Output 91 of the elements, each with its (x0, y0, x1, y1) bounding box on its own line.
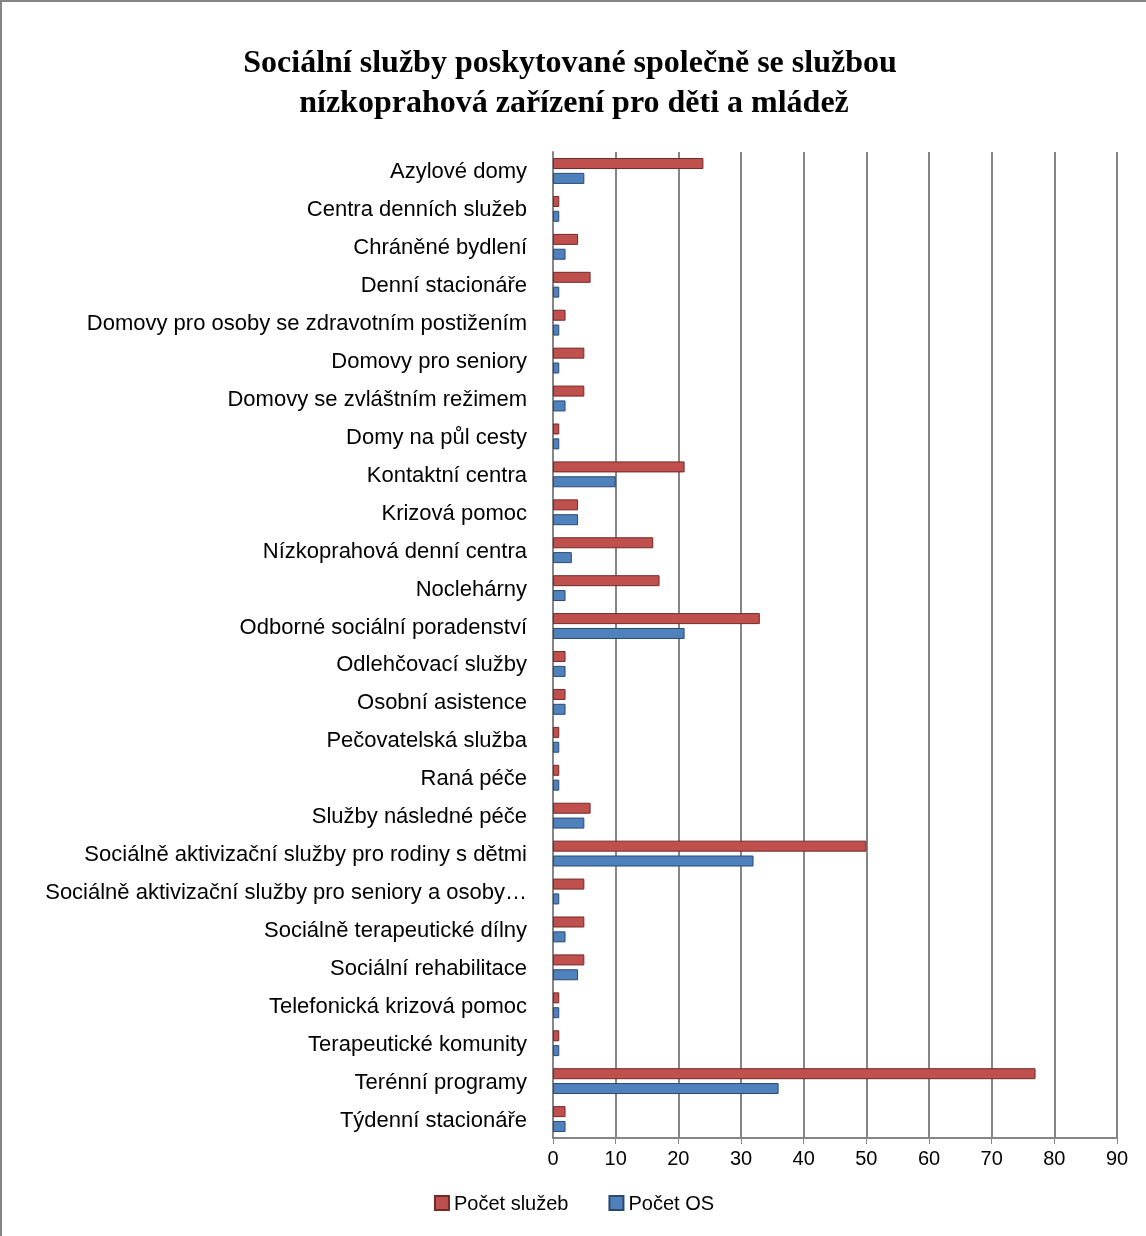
y-tick-label: Chráněné bydlení (353, 234, 527, 260)
bar (553, 916, 585, 928)
x-tick-label: 0 (547, 1147, 559, 1169)
y-tick-label: Denní stacionáře (360, 272, 527, 298)
bar (553, 817, 585, 829)
y-tick-label: Domy na půl cesty (346, 423, 527, 449)
y-tick-label: Osobní asistence (357, 689, 527, 715)
bar (553, 703, 566, 715)
y-tick-label: Centra denních služeb (306, 196, 527, 222)
bar (553, 347, 585, 359)
bar (553, 476, 616, 488)
bar (553, 1106, 566, 1118)
bar (553, 651, 566, 663)
bar (553, 779, 560, 791)
y-tick-label: Kontaktní centra (366, 461, 528, 487)
x-tick-label: 30 (729, 1147, 753, 1169)
bar (553, 537, 654, 549)
y-tick-label: Odlehčovací služby (336, 651, 527, 677)
bar (553, 969, 579, 981)
bar (553, 741, 560, 753)
bar (553, 590, 566, 602)
bar (553, 210, 560, 222)
y-tick-label: Terénní programy (354, 1068, 527, 1094)
bar (553, 461, 685, 473)
y-tick-label: Azylové domy (390, 158, 527, 184)
legend-label: Počet OS (628, 1192, 715, 1214)
y-tick-label: Sociálně aktivizační služby pro rodiny s dětmi (84, 841, 527, 867)
bar (553, 286, 560, 298)
bar (553, 385, 585, 397)
bar (553, 764, 560, 776)
bar (553, 1007, 560, 1019)
bar (553, 438, 560, 450)
x-tick-label: 40 (792, 1147, 815, 1169)
y-tick-label: Týdenní stacionáře (339, 1106, 527, 1132)
y-tick-label: Nízkoprahová denní centra (262, 537, 528, 563)
y-tick-label: Služby následné péče (311, 803, 527, 829)
bar (553, 802, 591, 814)
y-tick-label: Sociálně terapeutické dílny (264, 916, 527, 942)
bar (553, 400, 566, 412)
x-tick-label: 90 (1105, 1147, 1129, 1169)
bar (553, 1030, 560, 1042)
y-tick-label: Noclehárny (415, 575, 527, 601)
bar (553, 1068, 1036, 1080)
x-tick-label: 10 (604, 1147, 627, 1169)
legend-label: Počet služeb (453, 1192, 569, 1214)
bar (553, 855, 754, 867)
bar (553, 954, 585, 966)
bar (553, 1083, 779, 1095)
bar (553, 726, 560, 738)
x-tick-label: 50 (855, 1147, 878, 1169)
bar (553, 195, 560, 207)
y-tick-label: Domovy se zvláštním režimem (227, 386, 527, 411)
y-tick-label: Domovy pro seniory (331, 348, 527, 374)
y-tick-label: Krizová pomoc (381, 499, 527, 525)
chart-title: Sociální služby poskytované společně se službou nízkoprahová zařízení pro děti a mládež (243, 43, 905, 119)
bar (553, 1045, 560, 1057)
bar (553, 172, 585, 184)
y-tick-label: Terapeutické komunity (308, 1030, 527, 1056)
bar (553, 931, 566, 943)
y-tick-label: Raná péče (420, 765, 527, 791)
bar (553, 248, 566, 260)
x-tick-label: 80 (1043, 1147, 1066, 1169)
x-tick-label: 20 (667, 1147, 690, 1169)
y-tick-label: Sociální rehabilitace (330, 954, 527, 980)
bar (553, 271, 591, 283)
bar (553, 627, 685, 639)
bar (553, 575, 660, 587)
y-tick-label: Telefonická krizová pomoc (268, 992, 527, 1018)
y-tick-label: Domovy pro osoby se zdravotním postižením (86, 310, 527, 336)
bar (553, 992, 560, 1004)
bar (553, 688, 566, 700)
x-tick-label: 70 (980, 1147, 1003, 1169)
bar (553, 1120, 566, 1132)
bar (553, 613, 760, 625)
bar (553, 552, 572, 564)
bar (553, 324, 560, 336)
x-tick-label: 60 (917, 1147, 941, 1169)
y-tick-label: Sociálně aktivizační služby pro seniory a osoby… (45, 879, 527, 904)
bar (553, 665, 566, 677)
bar (553, 423, 560, 435)
bar (553, 878, 585, 890)
bar (553, 893, 560, 905)
y-tick-label: Pečovatelská služba (326, 727, 528, 753)
bar (553, 514, 579, 526)
bar (553, 158, 704, 170)
bar (553, 840, 867, 852)
bar (553, 362, 560, 374)
y-tick-label: Odborné sociální poradenství (239, 613, 527, 639)
bar (553, 309, 566, 321)
bar (553, 233, 579, 245)
bar (553, 499, 579, 511)
